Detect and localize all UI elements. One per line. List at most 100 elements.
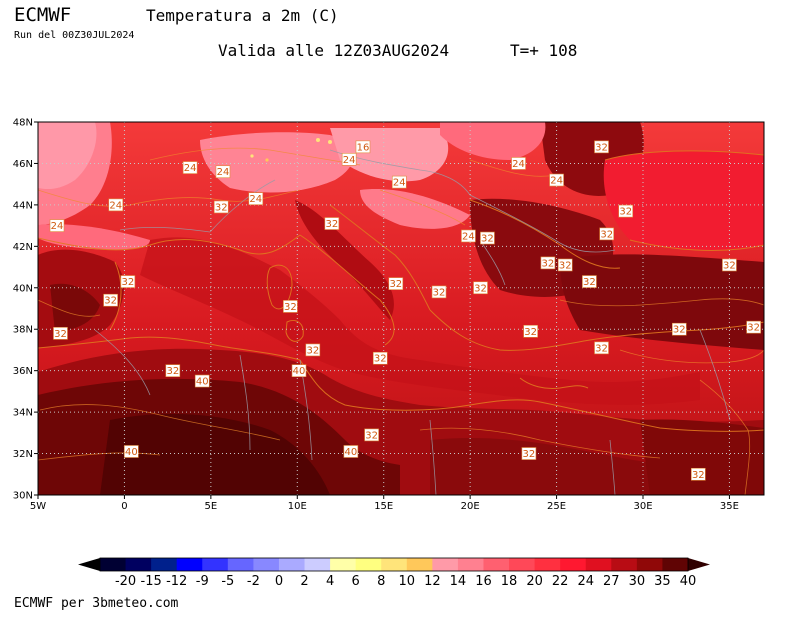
colorbar-swatch [509, 558, 536, 571]
colorbar-swatch [534, 558, 561, 571]
contour-label: 16 [355, 140, 371, 153]
svg-text:32: 32 [54, 329, 67, 340]
lon-label: 25E [547, 501, 566, 512]
svg-text:24: 24 [462, 231, 475, 242]
colorbar-swatch [278, 558, 306, 571]
lon-label: 15E [374, 501, 393, 512]
colorbar-swatch [406, 558, 433, 571]
contour-label: 32 [722, 258, 737, 271]
colorbar-swatch [176, 558, 203, 571]
colorbar-swatch [636, 558, 663, 571]
colorbar-swatch [662, 558, 689, 571]
lat-label: 44N [13, 200, 33, 211]
contour-label: 32 [594, 341, 609, 354]
contour-label: 32 [594, 140, 609, 153]
svg-text:24: 24 [249, 194, 262, 205]
svg-text:32: 32 [559, 260, 572, 271]
colorbar-label: 10 [399, 574, 416, 589]
contour-label: 32 [431, 285, 447, 298]
contour-label: 32 [618, 204, 634, 218]
colorbar-label: -12 [166, 574, 187, 589]
svg-text:32: 32 [595, 343, 608, 354]
colorbar-swatch [381, 558, 408, 571]
contour-label: 40 [124, 445, 139, 458]
contour-label: 32 [540, 256, 556, 269]
svg-text:32: 32 [524, 327, 537, 338]
svg-text:24: 24 [550, 176, 563, 187]
contour-label: 32 [523, 324, 538, 338]
contour-label: 32 [103, 293, 118, 307]
lat-label: 48N [13, 118, 33, 129]
colorbar-swatch [304, 558, 331, 571]
colorbar-swatch [100, 558, 127, 571]
contour-label: 32 [746, 320, 761, 334]
contour-label: 24 [248, 192, 264, 205]
contour-label: 24 [341, 153, 357, 166]
svg-text:24: 24 [393, 178, 406, 189]
lat-lon-grid [38, 122, 764, 495]
run-label: Run del 00Z30JUL2024 [14, 30, 135, 41]
colorbar-label: 18 [501, 574, 518, 589]
colorbar-label: 27 [603, 574, 620, 589]
contour-label: 32 [120, 275, 136, 288]
svg-text:32: 32 [723, 260, 736, 271]
contour-label: 32 [324, 217, 340, 230]
svg-text:32: 32 [619, 207, 632, 218]
colorbar-label: 8 [377, 574, 385, 589]
colorbar-label: -5 [221, 574, 234, 589]
svg-text:32: 32 [600, 229, 613, 240]
contour-label: 24 [182, 161, 198, 174]
lat-label: 34N [13, 408, 33, 419]
svg-text:40: 40 [196, 377, 209, 388]
colorbar-swatch [355, 558, 382, 571]
lat-label: 40N [13, 283, 33, 294]
svg-text:32: 32 [583, 277, 596, 288]
latitude-labels: 48N 46N 44N 42N 40N 38N 36N 34N 32N 30N [13, 118, 38, 502]
colorbar-swatch [227, 558, 254, 571]
svg-text:32: 32 [122, 277, 135, 288]
contour-label: 24 [391, 175, 407, 189]
svg-text:32: 32 [215, 202, 228, 213]
lat-label: 46N [13, 159, 33, 170]
contour-label: 32 [53, 327, 68, 340]
svg-text:32: 32 [306, 345, 319, 356]
contour-label: 40 [343, 445, 359, 458]
colorbar: -20 -15 -12 -9 -5 -2 0 2 4 6 8 10 12 14 16 18 20 22 24 27 30… [78, 557, 710, 589]
contour-label: 32 [305, 343, 321, 356]
contour-label: 24 [511, 157, 526, 170]
colorbar-label: 0 [275, 574, 283, 589]
contour-label: 32 [213, 200, 229, 213]
colorbar-swatch [611, 558, 638, 571]
svg-text:24: 24 [51, 221, 64, 232]
colorbar-label: 6 [352, 574, 360, 589]
svg-text:32: 32 [166, 366, 179, 377]
svg-text:32: 32 [374, 354, 387, 365]
contour-label: 32 [364, 428, 379, 441]
colorbar-swatch [330, 558, 357, 571]
forecast-step: T=+ 108 [510, 41, 578, 60]
svg-text:24: 24 [217, 167, 230, 178]
lat-label: 42N [13, 242, 33, 253]
contour-label: 32 [691, 467, 706, 481]
colorbar-label: -9 [196, 574, 209, 589]
temperature-field [38, 122, 764, 495]
contour-label: 32 [283, 300, 298, 313]
colorbar-label: 4 [326, 574, 334, 589]
svg-text:32: 32 [104, 296, 117, 307]
contour-label: 32 [521, 447, 537, 460]
svg-text:24: 24 [184, 163, 197, 174]
lon-label: 35E [720, 501, 739, 512]
contour-label: 32 [473, 281, 488, 294]
colorbar-label: 24 [577, 574, 594, 589]
svg-text:32: 32 [474, 283, 487, 294]
colorbar-swatch [560, 558, 587, 571]
colorbar-label: 12 [424, 574, 441, 589]
colorbar-label: 2 [300, 574, 308, 589]
svg-text:32: 32 [542, 258, 555, 269]
colorbar-swatch [483, 558, 510, 571]
contour-label: 32 [372, 351, 388, 365]
svg-text:32: 32 [523, 449, 536, 460]
svg-text:32: 32 [595, 142, 608, 153]
